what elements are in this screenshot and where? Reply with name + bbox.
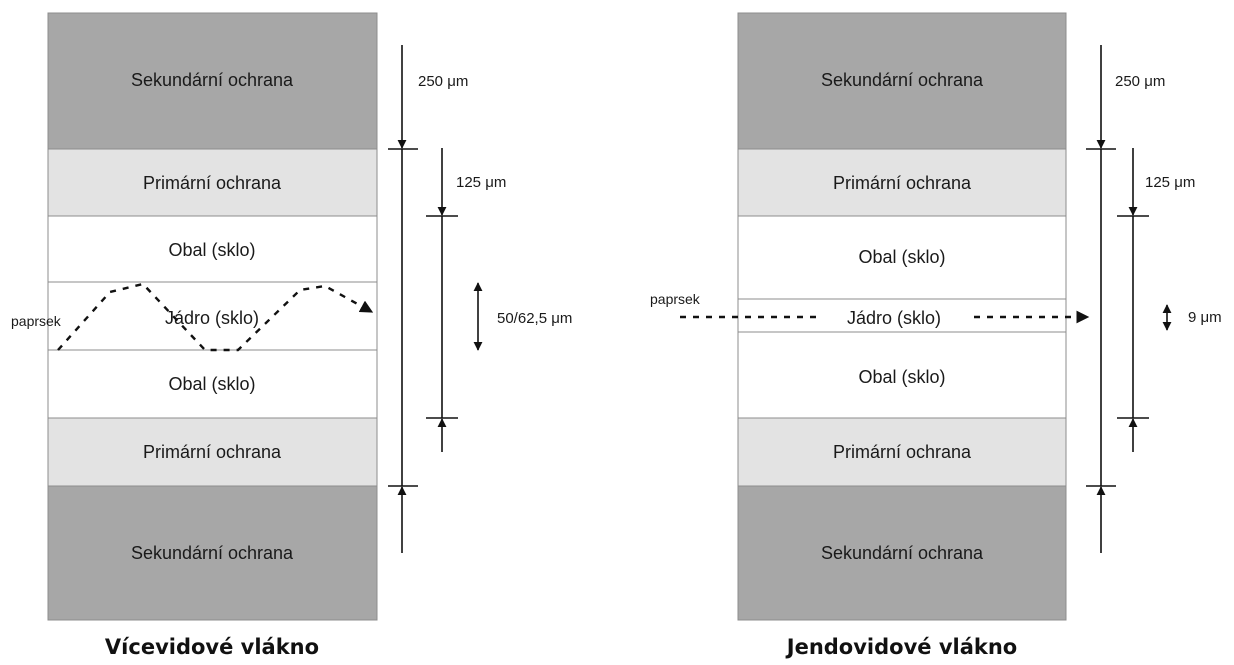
singlemode-primary-coating-bottom [737, 417, 1067, 487]
multimode-cladding-top-label: Obal (sklo) [168, 240, 255, 260]
multimode-outer-dimension-label: 250 μm [418, 73, 468, 90]
multimode-primary-coating-top [47, 148, 378, 217]
multimode-core-dimension-label: 50/62,5 μm [497, 310, 572, 327]
multimode-cladding-dimension [426, 148, 458, 452]
singlemode-secondary-bottom-label: Sekundární ochrana [821, 543, 984, 563]
multimode-core [47, 281, 378, 351]
singlemode-ray-label: paprsek [650, 291, 701, 307]
singlemode-core-label-backing [822, 306, 968, 328]
multimode-primary-bottom-label: Primární ochrana [143, 442, 282, 462]
singlemode-cladding-dimension [1117, 148, 1149, 452]
multimode-secondary-top-label: Sekundární ochrana [131, 70, 294, 90]
multimode-fiber: Sekundární ochrana Primární ochrana Obal… [11, 12, 572, 659]
multimode-cladding-top [47, 215, 378, 283]
multimode-layer-stack [47, 12, 378, 621]
singlemode-title: Jendovidové vlákno [785, 635, 1017, 659]
singlemode-secondary-top-label: Sekundární ochrana [821, 70, 984, 90]
singlemode-core-label: Jádro (sklo) [847, 308, 941, 328]
multimode-ray-label: paprsek [11, 313, 62, 329]
multimode-primary-coating-bottom [47, 417, 378, 487]
multimode-cladding-dimension-label: 125 μm [456, 174, 506, 191]
multimode-ray-path [57, 282, 374, 352]
multimode-secondary-bottom-label: Sekundární ochrana [131, 543, 294, 563]
singlemode-cladding-bottom-label: Obal (sklo) [858, 367, 945, 387]
singlemode-outer-dimension-label: 250 μm [1115, 73, 1165, 90]
multimode-secondary-coating-bottom [47, 485, 378, 621]
multimode-cladding-bottom [47, 349, 378, 419]
multimode-secondary-coating-top [47, 12, 378, 150]
singlemode-core-dimension-label: 9 μm [1188, 309, 1222, 326]
singlemode-cladding-top-label: Obal (sklo) [858, 247, 945, 267]
multimode-cladding-bottom-label: Obal (sklo) [168, 374, 255, 394]
multimode-title: Vícevidové vlákno [105, 635, 319, 659]
multimode-primary-top-label: Primární ochrana [143, 173, 282, 193]
singlemode-secondary-coating-top [737, 12, 1067, 150]
multimode-outer-dimension [388, 45, 418, 553]
singlemode-secondary-coating-bottom [737, 485, 1067, 621]
singlemode-layer-stack [737, 12, 1067, 621]
multimode-core-label: Jádro (sklo) [165, 308, 259, 328]
singlemode-primary-bottom-label: Primární ochrana [833, 442, 972, 462]
singlemode-cladding-dimension-label: 125 μm [1145, 174, 1195, 191]
singlemode-cladding-top [737, 215, 1067, 300]
singlemode-fiber: Sekundární ochrana Primární ochrana Obal… [650, 12, 1222, 659]
singlemode-outer-dimension [1086, 45, 1116, 553]
singlemode-primary-coating-top [737, 148, 1067, 217]
singlemode-primary-top-label: Primární ochrana [833, 173, 972, 193]
singlemode-cladding-bottom [737, 331, 1067, 419]
